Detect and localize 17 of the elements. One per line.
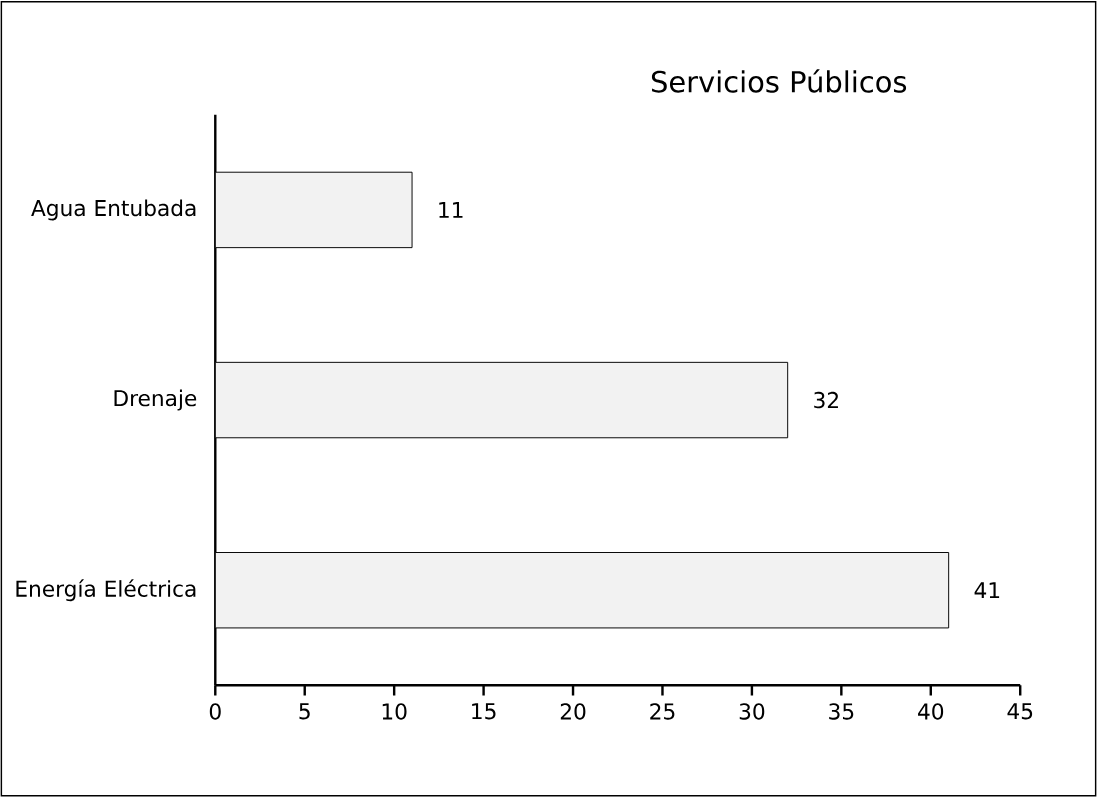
data-label: 41 bbox=[974, 582, 1000, 599]
x-tick-label: 5 bbox=[299, 703, 310, 720]
x-tick-label: 35 bbox=[829, 703, 854, 720]
chart-title: Servicios Públicos bbox=[651, 69, 907, 93]
x-tick-label: 20 bbox=[560, 703, 586, 720]
x-tick-label: 25 bbox=[650, 703, 675, 720]
data-label: 11 bbox=[439, 202, 463, 218]
y-tick-label: Agua Entubada bbox=[31, 199, 196, 221]
x-tick-label: 0 bbox=[209, 703, 221, 720]
y-tick-label: Drenaje bbox=[114, 389, 197, 411]
x-tick-label: 40 bbox=[918, 703, 944, 720]
x-tick-label: 45 bbox=[1007, 703, 1033, 720]
y-tick-label: Energía Eléctrica bbox=[16, 579, 196, 602]
x-tick-label: 10 bbox=[382, 703, 407, 720]
x-tick-label: 15 bbox=[472, 703, 496, 720]
x-tick-label: 30 bbox=[739, 703, 765, 720]
data-label: 32 bbox=[814, 391, 838, 409]
